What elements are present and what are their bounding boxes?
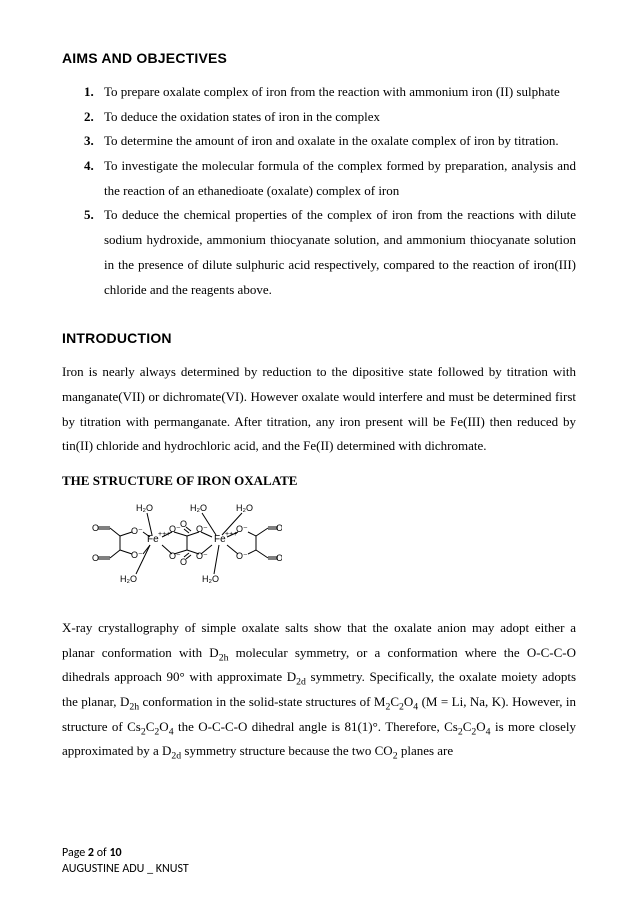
list-number: 5.	[84, 203, 94, 228]
list-number: 2.	[84, 105, 94, 130]
text-run: planes are	[398, 743, 454, 758]
subscript: 2h	[219, 652, 229, 663]
subscript: 2d	[171, 751, 181, 762]
list-text: To deduce the chemical properties of the…	[104, 207, 576, 296]
list-item: 2. To deduce the oxidation states of iron…	[84, 105, 576, 130]
subscript: 2d	[296, 677, 306, 688]
svg-text:H₂O: H₂O	[136, 503, 153, 513]
page-footer: Page 2 of 10 AUGUSTINE ADU _ KNUST	[62, 845, 189, 877]
svg-text:O: O	[92, 553, 99, 563]
text-run: C	[390, 694, 399, 709]
text-run: the O-C-C-O dihedral angle is 81(1)°. Th…	[174, 719, 458, 734]
author-line: AUGUSTINE ADU _ KNUST	[62, 861, 189, 877]
text-run: O	[476, 719, 485, 734]
text-run: Page	[62, 846, 88, 860]
subscript: 2h	[129, 702, 139, 713]
list-text: To prepare oxalate complex of iron from …	[104, 84, 560, 99]
text-run: of	[94, 846, 109, 860]
page-total: 10	[109, 846, 121, 860]
structure-heading: THE STRUCTURE OF IRON OXALATE	[62, 473, 576, 489]
text-run: conformation in the solid-state structur…	[139, 694, 385, 709]
list-item: 4. To investigate the molecular formula o…	[84, 154, 576, 203]
svg-text:O⁻: O⁻	[236, 551, 248, 561]
svg-text:O: O	[276, 553, 282, 563]
list-number: 1.	[84, 80, 94, 105]
page: AIMS AND OBJECTIVES 1. To prepare oxalate…	[0, 0, 638, 903]
svg-text:O⁻: O⁻	[196, 524, 208, 534]
svg-text:O⁻: O⁻	[131, 550, 143, 560]
list-item: 1. To prepare oxalate complex of iron fro…	[84, 80, 576, 105]
svg-text:O: O	[180, 519, 187, 529]
text-run: symmetry structure because the two CO	[181, 743, 393, 758]
svg-text:O: O	[92, 523, 99, 533]
aims-heading: AIMS AND OBJECTIVES	[62, 50, 576, 66]
svg-text:O⁻: O⁻	[236, 524, 248, 534]
text-run: O	[159, 719, 168, 734]
svg-text:H₂O: H₂O	[190, 503, 207, 513]
text-run: O	[404, 694, 413, 709]
list-text: To deduce the oxidation states of iron i…	[104, 109, 380, 124]
molecule-svg: O O O⁻ O⁻ Fe +++ H₂O H₂O O⁻ O	[92, 499, 282, 589]
list-text: To investigate the molecular formula of …	[104, 158, 576, 198]
svg-text:H₂O: H₂O	[202, 574, 219, 584]
svg-text:O⁻: O⁻	[196, 551, 208, 561]
svg-text:O: O	[276, 523, 282, 533]
list-item: 5. To deduce the chemical properties of t…	[84, 203, 576, 302]
iron-oxalate-diagram: O O O⁻ O⁻ Fe +++ H₂O H₂O O⁻ O	[92, 499, 576, 594]
svg-text:H₂O: H₂O	[120, 574, 137, 584]
intro-heading: INTRODUCTION	[62, 330, 576, 346]
intro-paragraph: Iron is nearly always determined by redu…	[62, 360, 576, 459]
list-number: 4.	[84, 154, 94, 179]
aims-list: 1. To prepare oxalate complex of iron fro…	[62, 80, 576, 302]
page-number-line: Page 2 of 10	[62, 845, 189, 861]
structure-paragraph: X-ray crystallography of simple oxalate …	[62, 616, 576, 764]
svg-text:O⁻: O⁻	[131, 526, 143, 536]
list-text: To determine the amount of iron and oxal…	[104, 133, 559, 148]
list-item: 3. To determine the amount of iron and o…	[84, 129, 576, 154]
svg-text:O: O	[180, 557, 187, 567]
list-number: 3.	[84, 129, 94, 154]
svg-text:H₂O: H₂O	[236, 503, 253, 513]
